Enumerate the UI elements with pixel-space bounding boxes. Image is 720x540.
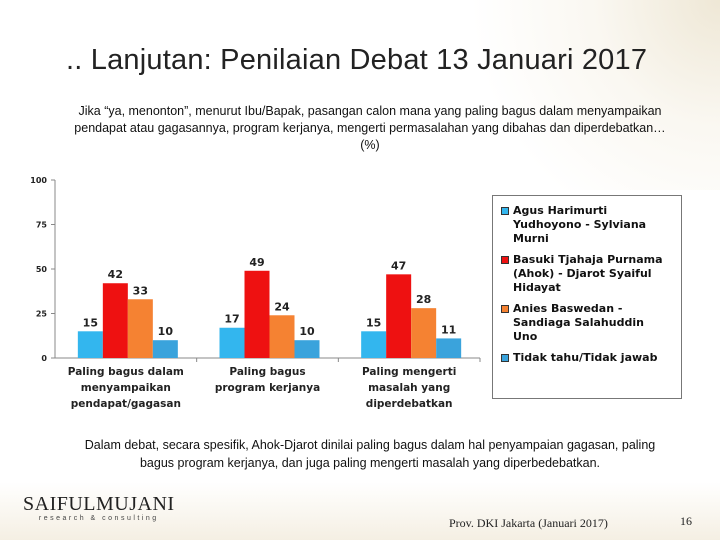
bar <box>294 340 320 358</box>
footer-source: Prov. DKI Jakarta (Januari 2017) <box>449 516 608 530</box>
category-label: Paling mengerti <box>362 366 456 378</box>
bar-value-label: 33 <box>133 284 148 297</box>
bar <box>152 340 178 358</box>
bar <box>269 315 295 358</box>
survey-question: Jika “ya, menonton”, menurut Ibu/Bapak, … <box>74 104 666 152</box>
legend-label: Basuki Tjahaja Purnama <box>513 253 663 266</box>
bar-value-label: 15 <box>83 316 98 329</box>
page-number: 16 <box>680 514 692 528</box>
y-tick-label: 100 <box>30 176 47 185</box>
bar-value-label: 17 <box>224 313 239 326</box>
legend-label: Hidayat <box>513 281 561 294</box>
legend-swatch <box>501 207 509 215</box>
bar-value-label: 28 <box>416 293 431 306</box>
bar <box>361 331 387 358</box>
legend-label: Tidak tahu/Tidak jawab <box>513 351 658 364</box>
bar-value-label: 47 <box>391 259 406 272</box>
company-logo: SAIFULMUJANI research & consulting <box>23 493 175 522</box>
legend-swatch <box>501 256 509 264</box>
bar-chart: 0 25 50 75 100 15 42 33 10 Paling bagus dalam meny… <box>0 170 720 430</box>
legend-item: Agus Harimurti Yudhoyono - Sylviana Murni <box>499 204 675 246</box>
legend-label: Yudhoyono - Sylviana <box>513 218 647 231</box>
legend-swatch <box>501 305 509 313</box>
chart-legend: Agus Harimurti Yudhoyono - Sylviana Murni B… <box>492 195 682 399</box>
category-label: pendapat/gagasan <box>71 398 181 410</box>
bar <box>436 338 462 358</box>
legend-item: Anies Baswedan - Sandiaga Salahuddin Uno <box>499 302 675 344</box>
legend-item: Basuki Tjahaja Purnama (Ahok) - Djarot Sy… <box>499 253 675 295</box>
legend-label: Sandiaga Salahuddin <box>513 316 644 329</box>
legend-swatch <box>501 354 509 362</box>
bar <box>386 274 412 358</box>
bar-value-label: 10 <box>299 325 315 338</box>
corner-ornament <box>420 0 720 190</box>
legend-label: Agus Harimurti <box>513 204 608 217</box>
chart-svg: 0 25 50 75 100 15 42 33 10 Paling bagus dalam meny… <box>30 176 481 410</box>
bar <box>127 299 153 358</box>
category-label: masalah yang <box>368 382 450 394</box>
bar-value-label: 11 <box>441 323 456 336</box>
legend-label: Anies Baswedan - <box>513 302 623 315</box>
y-tick-label: 75 <box>36 221 48 230</box>
category-label: menyampaikan <box>81 382 171 394</box>
summary-text: Dalam debat, secara spesifik, Ahok-Djaro… <box>84 438 656 470</box>
category-label: Paling bagus dalam <box>68 366 184 378</box>
logo-tagline: research & consulting <box>38 515 159 522</box>
legend-item: Tidak tahu/Tidak jawab <box>499 351 675 365</box>
bar-value-label: 24 <box>274 300 290 313</box>
category-label: Paling bagus <box>229 366 305 378</box>
bar-value-label: 10 <box>158 325 174 338</box>
bar <box>219 327 245 358</box>
legend-label: Murni <box>513 232 549 245</box>
category-label: program kerjanya <box>215 382 320 394</box>
bar-value-label: 15 <box>366 316 381 329</box>
y-tick-label: 25 <box>36 310 48 319</box>
bar <box>244 270 270 358</box>
bar <box>411 308 437 358</box>
legend-label: Uno <box>513 330 538 343</box>
bar-value-label: 49 <box>249 256 264 269</box>
bottom-ornament <box>0 482 720 540</box>
legend-label: (Ahok) - Djarot Syaiful <box>513 267 652 280</box>
y-tick-label: 0 <box>41 354 47 363</box>
bar <box>102 283 128 358</box>
bar <box>77 331 103 358</box>
category-label: diperdebatkan <box>366 398 453 410</box>
logo-wordmark: SAIFULMUJANI <box>23 493 175 515</box>
bar-value-label: 42 <box>108 268 123 281</box>
y-tick-label: 50 <box>36 265 48 274</box>
slide-title: .. Lanjutan: Penilaian Debat 13 Januari … <box>66 44 648 76</box>
